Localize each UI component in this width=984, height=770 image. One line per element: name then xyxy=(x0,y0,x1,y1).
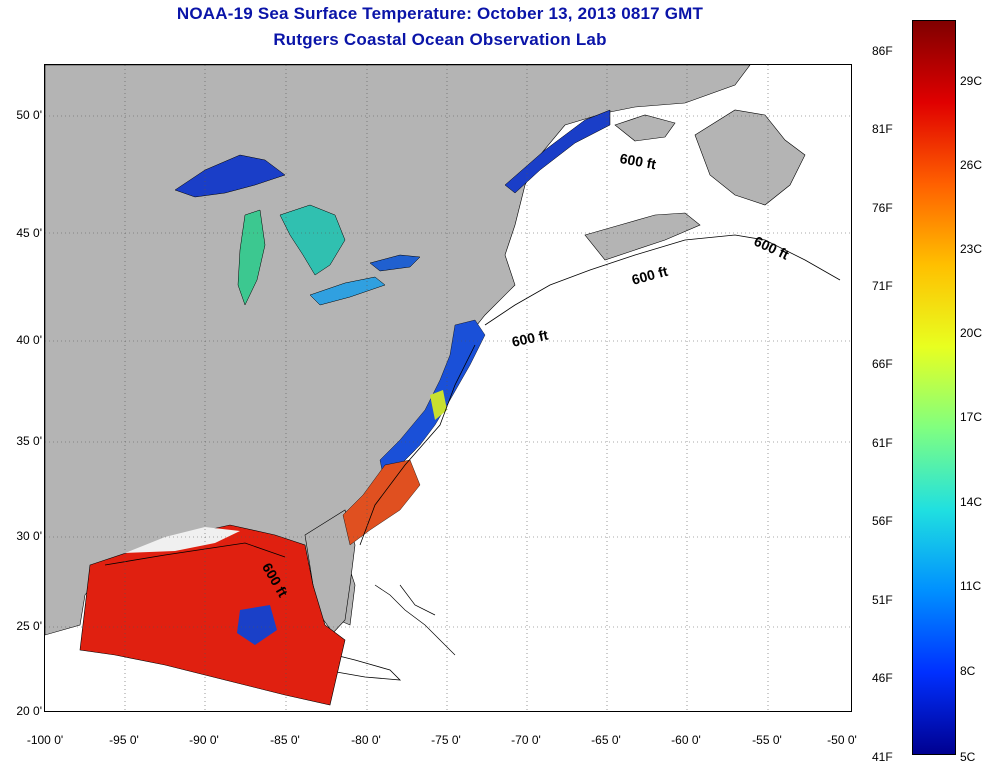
colorbar-celsius-label: 14C xyxy=(960,495,983,509)
colorbar-celsius-label: 17C xyxy=(960,410,983,424)
lake-huron xyxy=(279,204,346,276)
map-canvas xyxy=(45,65,851,711)
chart-title: NOAA-19 Sea Surface Temperature: October… xyxy=(176,4,704,23)
lake-ontario xyxy=(369,254,421,272)
colorbar-celsius-label: 26C xyxy=(960,158,983,172)
colorbar-fahrenheit-label: 46F xyxy=(872,671,893,685)
latitude-label: 20 0' xyxy=(16,704,42,718)
latitude-label: 45 0' xyxy=(16,226,42,240)
chart-subtitle: Rutgers Coastal Ocean Observation Lab xyxy=(273,30,607,49)
lake-michigan xyxy=(237,209,266,306)
longitude-label: -50 0' xyxy=(827,733,857,747)
longitude-label: -80 0' xyxy=(351,733,381,747)
cape-hatteras-sst xyxy=(430,390,447,420)
colorbar-fahrenheit-label: 81F xyxy=(872,122,893,136)
colorbar-fahrenheit-label: 56F xyxy=(872,514,893,528)
longitude-label: -70 0' xyxy=(511,733,541,747)
colorbar-fahrenheit-label: 86F xyxy=(872,44,893,58)
longitude-label: -95 0' xyxy=(109,733,139,747)
bahamas-banks xyxy=(374,584,456,656)
colorbar-celsius-label: 23C xyxy=(960,242,983,256)
nova-scotia-land xyxy=(584,212,701,261)
latitude-label: 35 0' xyxy=(16,434,42,448)
colorbar-fahrenheit-label: 66F xyxy=(872,357,893,371)
latitude-label: 25 0' xyxy=(16,619,42,633)
latitude-label: 30 0' xyxy=(16,529,42,543)
gulf-coast-cloud-mask xyxy=(125,527,240,553)
longitude-label: -55 0' xyxy=(752,733,782,747)
longitude-label: -100 0' xyxy=(26,733,64,747)
longitude-label: -60 0' xyxy=(671,733,701,747)
st-lawrence-sst xyxy=(504,109,611,194)
southeast-shelf-sst xyxy=(342,459,421,546)
colorbar-fahrenheit-label: 71F xyxy=(872,279,893,293)
longitude-label: -75 0' xyxy=(431,733,461,747)
newfoundland-land xyxy=(694,109,806,206)
latitude-label: 40 0' xyxy=(16,333,42,347)
temperature-colorbar xyxy=(912,20,956,755)
longitude-label: -90 0' xyxy=(189,733,219,747)
colorbar-celsius-label: 11C xyxy=(960,579,982,593)
colorbar-celsius-label: 8C xyxy=(960,664,976,678)
latitude-label: 50 0' xyxy=(16,108,42,122)
colorbar-celsius-label: 29C xyxy=(960,74,983,88)
sst-map xyxy=(44,64,852,712)
lake-erie xyxy=(309,276,386,306)
lake-superior xyxy=(174,154,286,198)
colorbar-celsius-label: 5C xyxy=(960,750,976,764)
gulf-cold-eddy xyxy=(237,605,277,645)
longitude-label: -65 0' xyxy=(591,733,621,747)
colorbar-fahrenheit-label: 76F xyxy=(872,201,893,215)
colorbar-fahrenheit-label: 41F xyxy=(872,750,893,764)
colorbar-celsius-label: 20C xyxy=(960,326,983,340)
colorbar-fahrenheit-label: 61F xyxy=(872,436,893,450)
longitude-label: -85 0' xyxy=(270,733,300,747)
colorbar-fahrenheit-label: 51F xyxy=(872,593,893,607)
gulf-st-lawrence-islands xyxy=(614,114,676,142)
